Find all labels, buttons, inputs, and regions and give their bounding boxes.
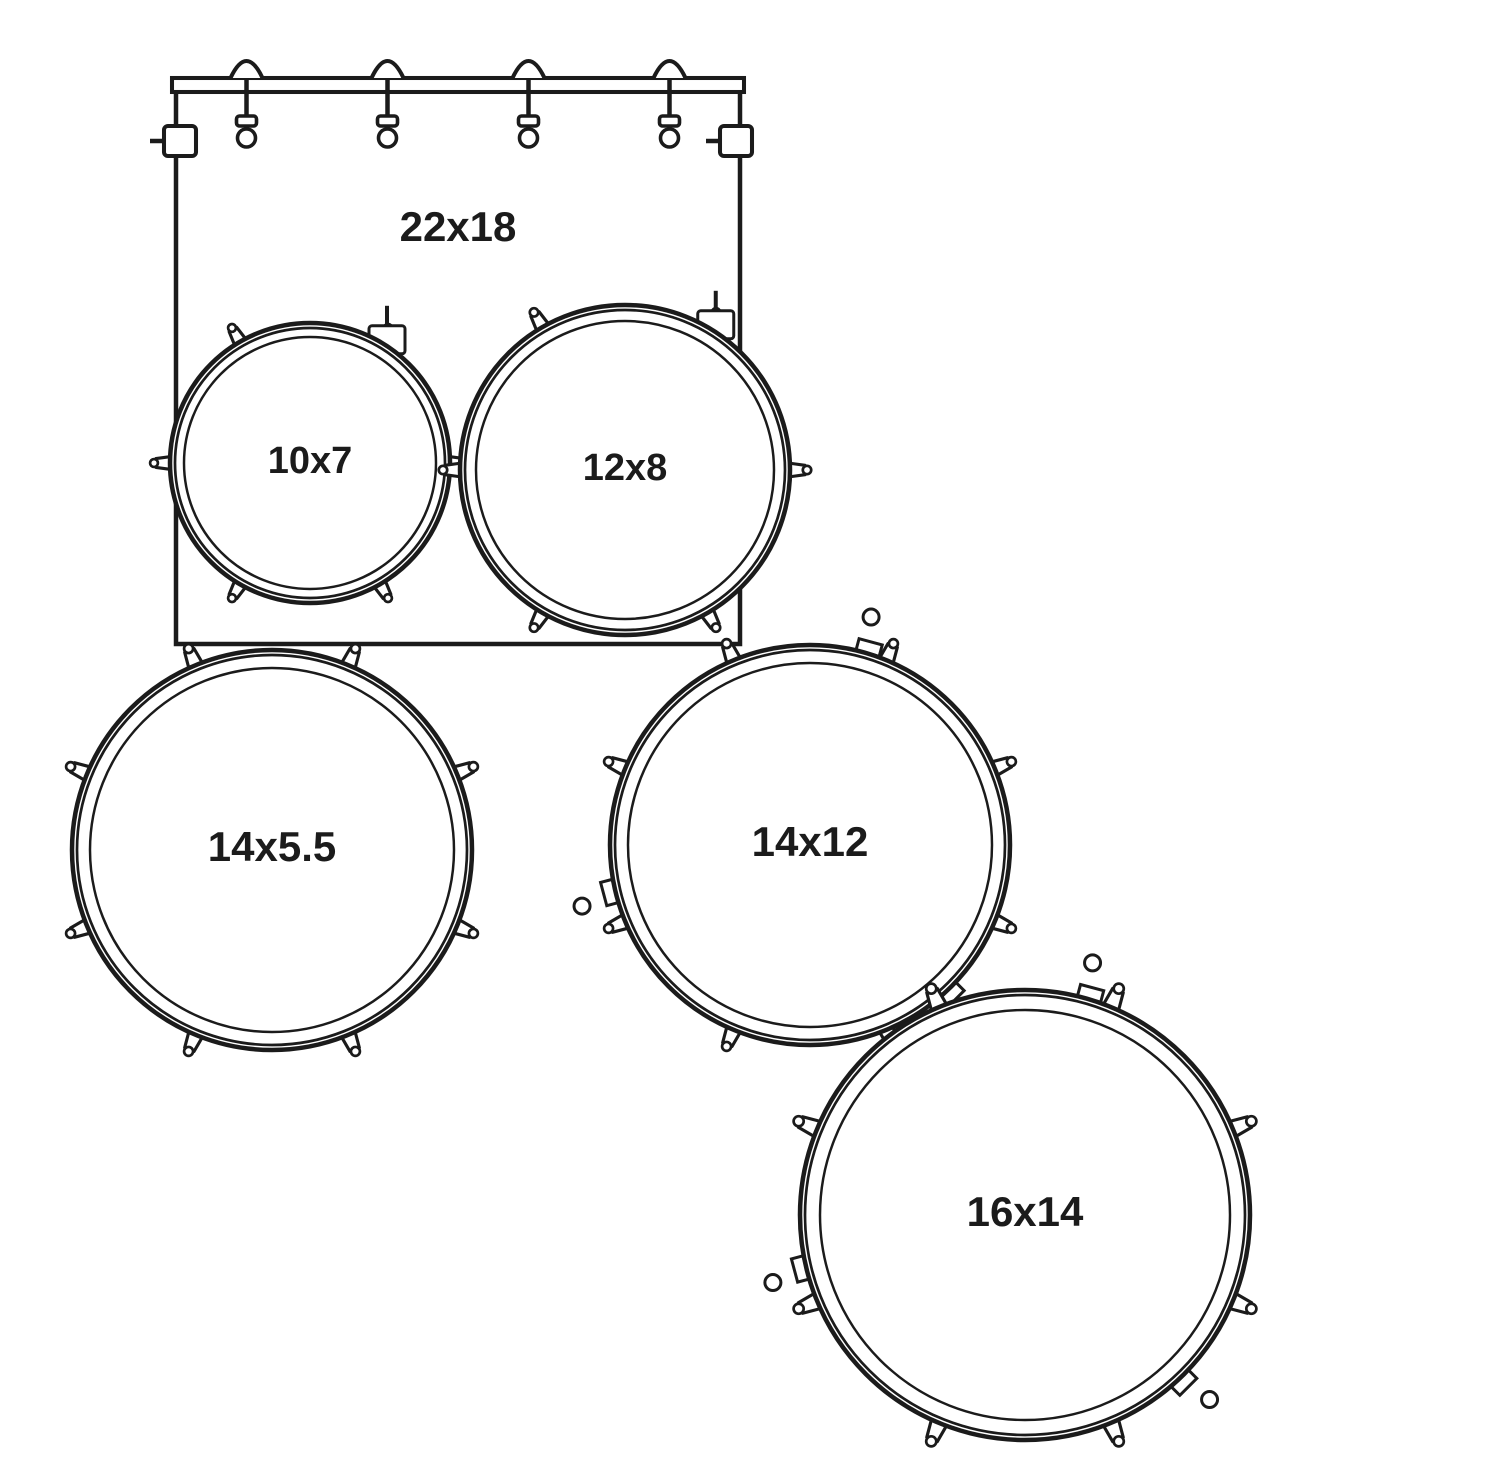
- drum-ftom2-label: 16x14: [967, 1188, 1084, 1235]
- drum-ftom1: 14x12: [574, 609, 1016, 1051]
- bass-drum-label: 22x18: [400, 203, 517, 250]
- drum-tom2-label: 12x8: [583, 447, 668, 489]
- drum-snare: 14x5.5: [66, 644, 478, 1056]
- drum-tom1-label: 10x7: [268, 440, 353, 482]
- drum-snare-label: 14x5.5: [208, 823, 336, 870]
- drum-ftom1-label: 14x12: [752, 818, 869, 865]
